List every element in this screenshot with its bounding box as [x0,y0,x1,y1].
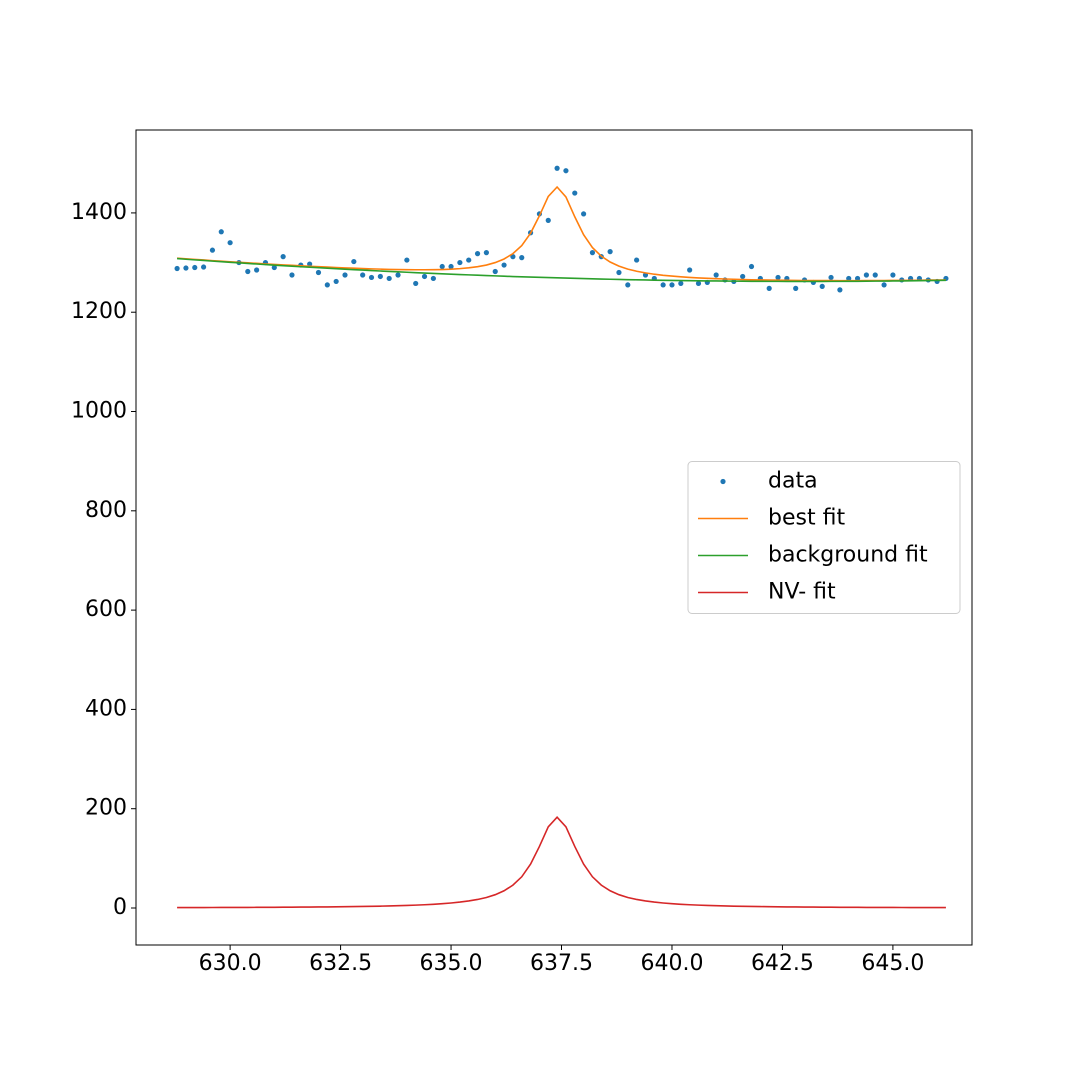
data-point [395,272,401,278]
data-point [483,250,489,256]
fit-line [177,815,946,909]
data-point [360,272,366,278]
data-point [324,282,330,288]
data-point [554,165,560,171]
y-tick-label: 1000 [71,399,127,424]
data-point [634,257,640,263]
legend-marker [720,478,726,485]
data-point [448,263,454,270]
data-point [386,275,392,282]
x-tick-label: 630.0 [199,951,262,976]
fit-line [177,257,946,283]
data-point [766,285,772,291]
y-tick-label: 1200 [71,299,127,324]
data-point [227,240,233,246]
data-point [430,275,436,282]
data-point [439,263,445,270]
data-point [748,263,755,270]
x-tick-label: 640.0 [640,951,703,976]
data-point [368,274,375,281]
y-tick-label: 0 [113,895,127,920]
data-point [890,272,896,278]
data-point [271,264,277,271]
x-tick-label: 645.0 [861,951,924,976]
data-point [474,251,481,257]
data-point [819,283,825,289]
fit-line [177,185,946,282]
data-point [307,261,313,267]
data-point [315,269,322,276]
data-point [872,272,878,278]
x-tick-label: 635.0 [420,951,483,976]
legend-label: best fit [768,506,845,531]
data-point [421,273,428,280]
data-point [625,282,631,288]
data-point [828,274,834,281]
data-point [342,272,348,278]
data-point [837,287,843,293]
data-point [333,278,339,285]
data-point [519,254,525,261]
data-point [209,247,216,253]
data-point [660,282,666,288]
x-tick-label: 632.5 [309,951,372,976]
y-tick-label: 600 [85,597,127,622]
y-tick-label: 1400 [71,200,127,225]
data-point [669,282,675,288]
plot-frame [135,129,973,946]
y-tick-label: 200 [85,796,127,821]
data-point [183,265,189,271]
data-point [695,280,702,287]
data-point [545,217,551,223]
data-point [377,273,383,280]
data-point [501,262,507,268]
data-point [678,280,684,287]
legend-label: NV- fit [768,580,836,605]
data-point [466,257,472,263]
legend: data best fit background fit NV- fit [687,461,961,614]
data-point [254,267,260,273]
data-point [563,168,569,174]
x-tick-label: 637.5 [530,951,593,976]
data-point [846,275,852,282]
legend-box [687,461,961,614]
data-point [245,268,251,275]
data-point [775,274,781,281]
data-point [854,275,861,282]
legend-label: background fit [768,543,928,568]
data-point [607,249,613,255]
data-point [687,267,693,273]
data-point [863,272,869,278]
data-point [289,272,295,278]
data-point [192,264,198,271]
data-point [616,269,622,276]
y-tick-label: 400 [85,696,127,721]
data-point [492,268,498,275]
data-point [572,190,578,196]
data-point [740,273,746,280]
data-point [413,280,419,287]
x-tick-label: 642.5 [751,951,814,976]
data-point [404,257,410,263]
data-point [581,211,587,217]
data-point [201,264,207,270]
legend-label: data [768,469,818,494]
data-point [280,254,286,260]
data-point [218,229,224,235]
data-point [793,285,799,291]
data-point [713,272,719,278]
data-point [174,265,180,272]
y-tick-label: 800 [85,498,127,523]
data-point [881,282,887,288]
data-point [457,259,463,266]
data-point [589,250,596,256]
data-point [351,258,357,265]
